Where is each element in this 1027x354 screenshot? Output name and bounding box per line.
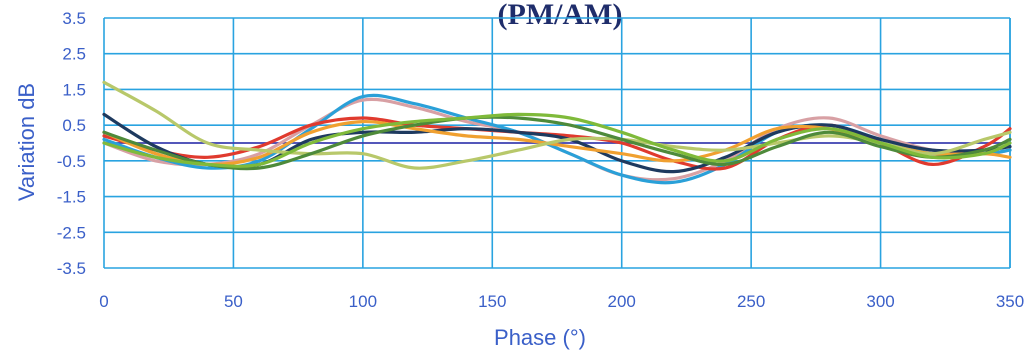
x-tick-labels: 0 50 100 150 200 250 300 350	[99, 292, 1024, 311]
x-tick-label-0: 0	[99, 292, 108, 311]
y-tick-label-2: 1.5	[62, 80, 86, 99]
x-tick-label-3: 150	[478, 292, 506, 311]
y-tick-label-3: 0.5	[62, 116, 86, 135]
x-tick-label-5: 250	[737, 292, 765, 311]
y-tick-label-4: -0.5	[57, 152, 86, 171]
y-tick-label-0: 3.5	[62, 9, 86, 28]
y-tick-label-7: -3.5	[57, 259, 86, 278]
series-lines	[102, 80, 1012, 185]
y-tick-label-1: 2.5	[62, 45, 86, 64]
series-line-7	[102, 112, 1012, 168]
x-tick-label-4: 200	[608, 292, 636, 311]
x-tick-label-6: 300	[866, 292, 894, 311]
y-tick-label-6: -2.5	[57, 223, 86, 242]
x-tick-label-2: 100	[349, 292, 377, 311]
x-axis-title: Phase (°)	[494, 325, 586, 350]
series-line-6	[102, 115, 1012, 171]
x-tick-label-1: 50	[224, 292, 243, 311]
chart-title: (PM/AM)	[498, 0, 623, 31]
y-tick-labels: 3.5 2.5 1.5 0.5 -0.5 -1.5 -2.5 -3.5	[57, 9, 86, 278]
y-axis-title: Variation dB	[14, 83, 39, 201]
y-tick-label-5: -1.5	[57, 188, 86, 207]
x-tick-label-7: 350	[996, 292, 1024, 311]
